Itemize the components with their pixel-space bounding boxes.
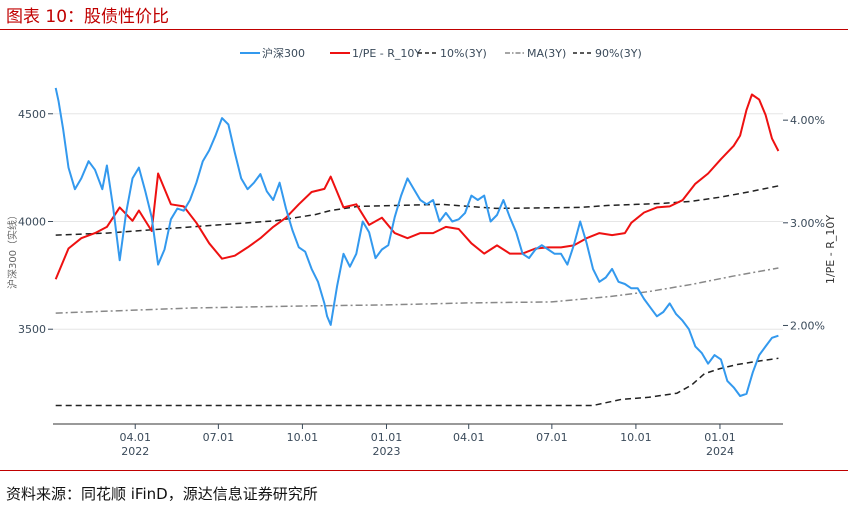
title-rule <box>0 29 848 30</box>
y-left-title: 沪深300（实线） <box>6 210 19 289</box>
x-tick-label: 04.01 <box>119 431 151 444</box>
y-right-tick-label: 4.00% <box>790 114 825 127</box>
series-line-4 <box>55 185 779 236</box>
source-note: 资料来源：同花顺 iFinD，源达信息证券研究所 <box>6 485 318 503</box>
x-year-label: 2022 <box>121 445 149 458</box>
x-tick-label: 07.01 <box>203 431 235 444</box>
y-left-tick-label: 4000 <box>18 215 46 228</box>
legend-label-1: 1/PE - R_10Y <box>352 47 421 60</box>
series-line-3 <box>55 267 779 314</box>
axes: 3500400045002.00%3.00%4.00%04.01202207.0… <box>6 108 837 458</box>
x-tick-label: 01.01 <box>704 431 736 444</box>
x-tick-label: 01.01 <box>371 431 403 444</box>
grid <box>53 113 783 330</box>
legend-label-3: MA(3Y) <box>527 47 566 60</box>
y-left-tick-label: 3500 <box>18 323 46 336</box>
legend-label-0: 沪深300 <box>262 46 305 60</box>
series-layer <box>54 87 780 407</box>
legend: 沪深300 1/PE - R_10Y 10%(3Y) MA(3Y) 90%(3Y) <box>240 46 642 60</box>
legend-label-2: 10%(3Y) <box>440 47 487 60</box>
chart: 沪深300 1/PE - R_10Y 10%(3Y) MA(3Y) 90%(3Y) 35… <box>6 46 837 458</box>
y-right-title: 1/PE - R_10Y <box>824 215 837 284</box>
series-line-2 <box>55 357 779 407</box>
y-right-tick-label: 3.00% <box>790 217 825 230</box>
source-rule <box>0 470 848 471</box>
x-tick-label: 10.01 <box>620 431 652 444</box>
legend-label-4: 90%(3Y) <box>595 47 642 60</box>
y-right-tick-label: 2.00% <box>790 319 825 332</box>
x-tick-label: 07.01 <box>536 431 568 444</box>
x-year-label: 2023 <box>372 445 400 458</box>
x-tick-label: 04.01 <box>453 431 485 444</box>
figure-title: 图表 10：股债性价比 <box>6 7 170 27</box>
series-line-1 <box>54 93 780 280</box>
y-left-tick-label: 4500 <box>18 108 46 121</box>
x-year-label: 2024 <box>706 445 734 458</box>
series-line-0 <box>54 87 779 397</box>
x-tick-label: 10.01 <box>287 431 319 444</box>
